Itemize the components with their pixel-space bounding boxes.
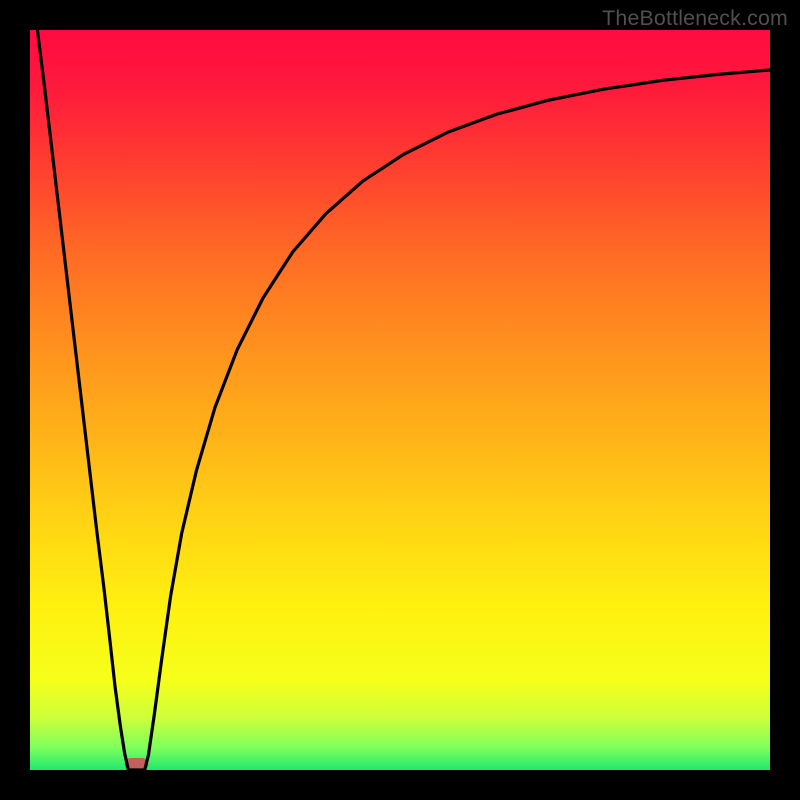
plot-background (30, 30, 770, 770)
watermark-text: TheBottleneck.com (602, 6, 788, 31)
plot-canvas (0, 0, 800, 800)
